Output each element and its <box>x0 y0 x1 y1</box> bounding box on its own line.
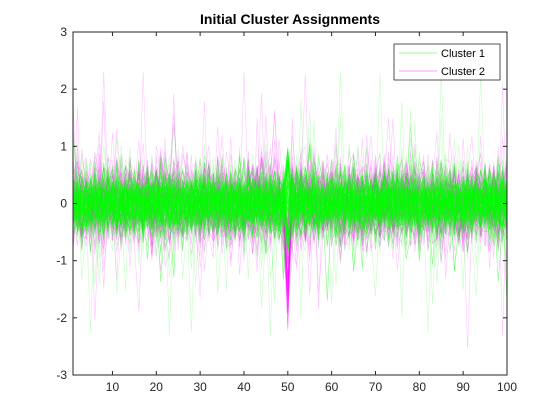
y-tick-label: -2 <box>56 311 67 325</box>
series-line-cluster-1 <box>73 174 507 282</box>
y-tick-label: 2 <box>60 82 67 96</box>
series-line-cluster-1 <box>73 172 507 253</box>
legend-label-cluster-2: Cluster 2 <box>441 66 485 78</box>
x-tick-label: 50 <box>281 380 295 394</box>
x-tick-label: 100 <box>497 380 517 394</box>
x-tick-label: 60 <box>325 380 339 394</box>
legend-box <box>393 43 501 81</box>
x-tick-label: 70 <box>369 380 383 394</box>
series-line-cluster-2 <box>73 74 507 329</box>
series-line-cluster-1 <box>73 157 507 271</box>
y-tick-label: 1 <box>60 139 67 153</box>
x-tick-label: 20 <box>150 380 164 394</box>
legend: Cluster 1 Cluster 2 <box>393 43 501 81</box>
x-tick-label: 30 <box>193 380 207 394</box>
y-tick-label: 0 <box>60 197 67 211</box>
chart-title: Initial Cluster Assignments <box>200 11 380 27</box>
series-line-cluster-1 <box>73 171 507 233</box>
y-tick-label: -3 <box>56 368 67 382</box>
y-tick-label: -1 <box>56 254 67 268</box>
series-line-cluster-1 <box>73 171 507 255</box>
x-tick-label: 10 <box>106 380 120 394</box>
x-tick-label: 90 <box>456 380 470 394</box>
legend-label-cluster-1: Cluster 1 <box>441 48 485 60</box>
series-line-cluster-1 <box>73 158 507 265</box>
x-tick-label: 40 <box>237 380 251 394</box>
series-line-cluster-1 <box>73 169 507 238</box>
x-tick-label: 80 <box>413 380 427 394</box>
y-tick-label: 3 <box>60 25 67 39</box>
series-lines <box>73 71 507 349</box>
